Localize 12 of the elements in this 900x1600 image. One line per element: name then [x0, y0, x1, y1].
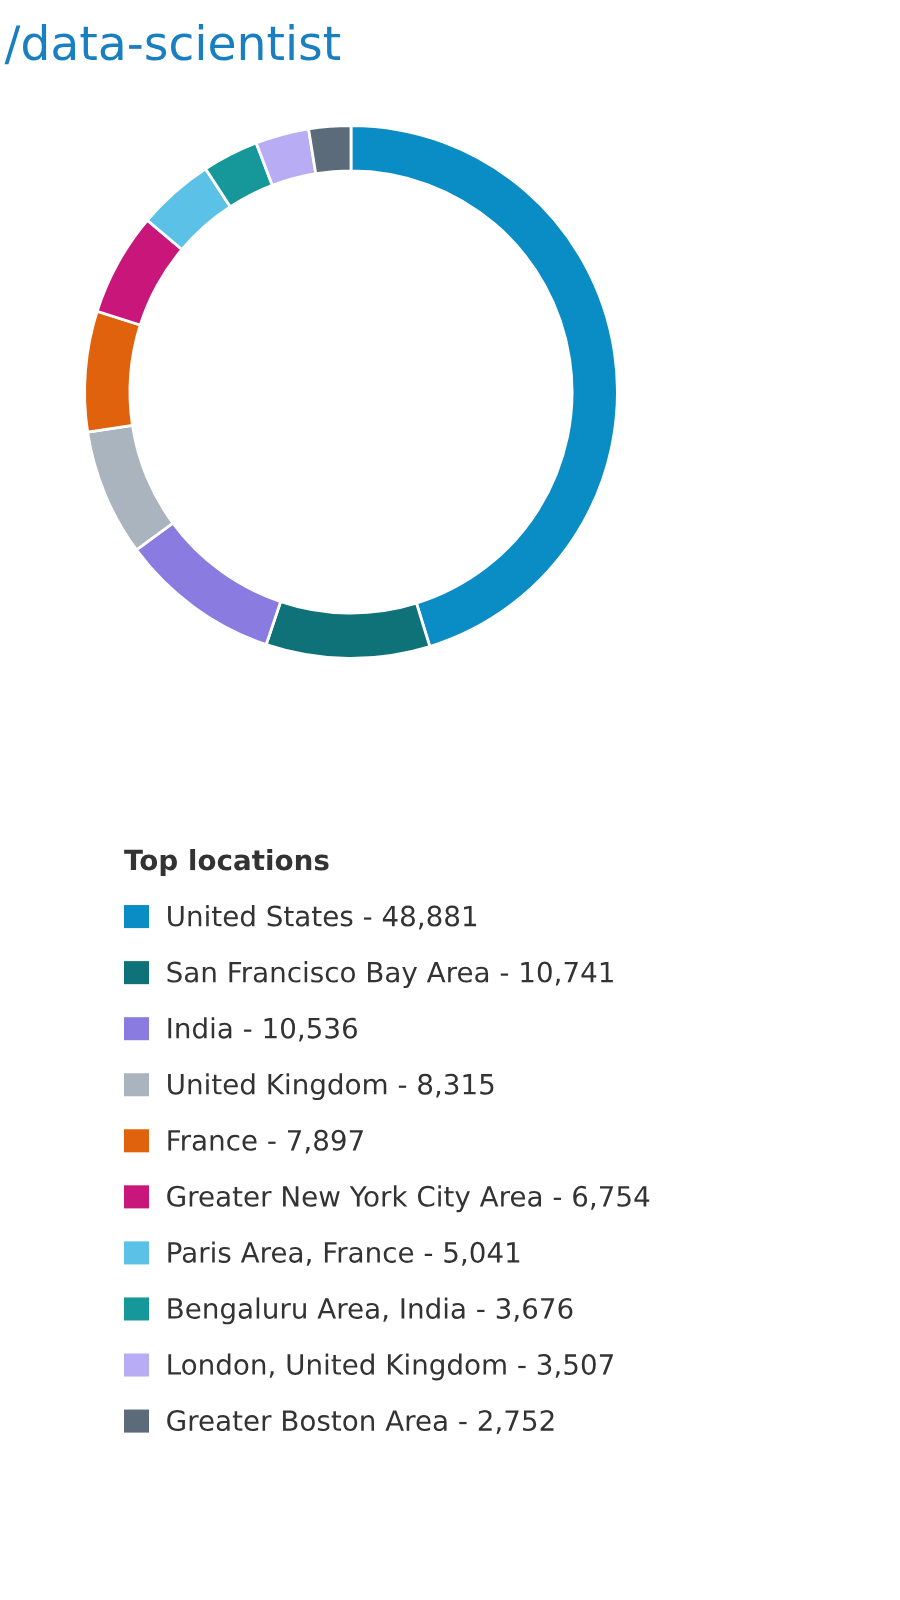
- legend-label: Greater New York City Area - 6,754: [167, 1185, 650, 1213]
- legend-label: Bengaluru Area, India - 3,676: [168, 1297, 573, 1325]
- legend-label: London, United Kingdom - 3,507: [168, 1353, 613, 1381]
- legend-label: San Francisco Bay Area - 10,741: [167, 961, 613, 988]
- legend-label: United States - 48,881: [168, 905, 477, 930]
- legend-label: United Kingdom - 8,315: [168, 1073, 494, 1101]
- legend-label: India - 10,536: [168, 1017, 357, 1042]
- chart-title: /data-scientist: [4, 24, 341, 65]
- legend-label: Paris Area, France - 5,041: [168, 1241, 520, 1266]
- legend-label: France - 7,897: [168, 1129, 363, 1154]
- legend-title: Top locations: [124, 849, 329, 876]
- legend-label: Greater Boston Area - 2,752: [167, 1410, 554, 1434]
